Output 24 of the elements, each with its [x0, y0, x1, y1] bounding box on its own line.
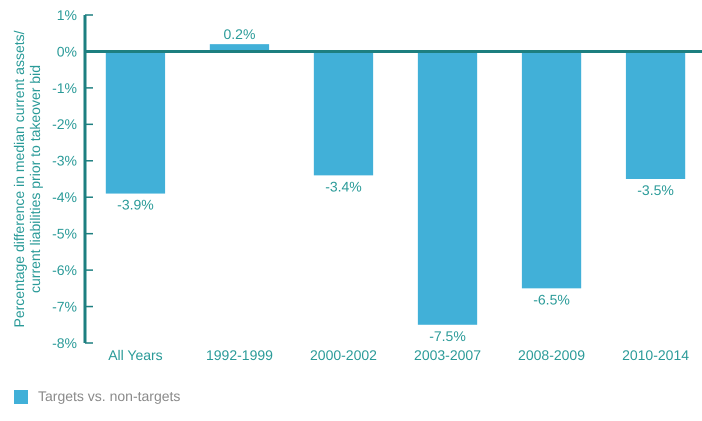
- x-tick-label: 2003-2007: [414, 347, 482, 363]
- data-label: 0.2%: [224, 26, 256, 42]
- x-tick-label: 2008-2009: [518, 347, 586, 363]
- y-tick-label: -8%: [52, 334, 77, 351]
- x-tick-label: 2000-2002: [310, 347, 378, 363]
- x-tick-label: All Years: [108, 347, 163, 363]
- y-tick-label: -7%: [52, 298, 77, 314]
- legend-label: Targets vs. non-targets: [38, 388, 180, 404]
- x-tick-label: 1992-1999: [206, 347, 274, 363]
- y-tick-label: -5%: [52, 226, 77, 242]
- data-label: -3.5%: [637, 182, 674, 198]
- y-tick-label: -1%: [52, 80, 77, 96]
- y-tick-label: -3%: [52, 152, 77, 169]
- y-tick-label: -4%: [52, 189, 77, 206]
- data-label: -7.5%: [429, 328, 466, 344]
- data-label: -3.4%: [325, 178, 362, 194]
- y-axis-title: Percentage difference in median current assets/ current liabilities prior to takeover bid: [11, 30, 43, 328]
- y-tick-label: 0%: [56, 43, 77, 60]
- y-tick-label: -6%: [52, 262, 77, 278]
- x-tick-label: 2010-2014: [622, 347, 690, 363]
- y-tick-label: 1%: [56, 6, 77, 23]
- data-label: -3.9%: [117, 196, 154, 213]
- y-tick-label: -2%: [52, 116, 77, 132]
- data-label: -6.5%: [533, 291, 570, 308]
